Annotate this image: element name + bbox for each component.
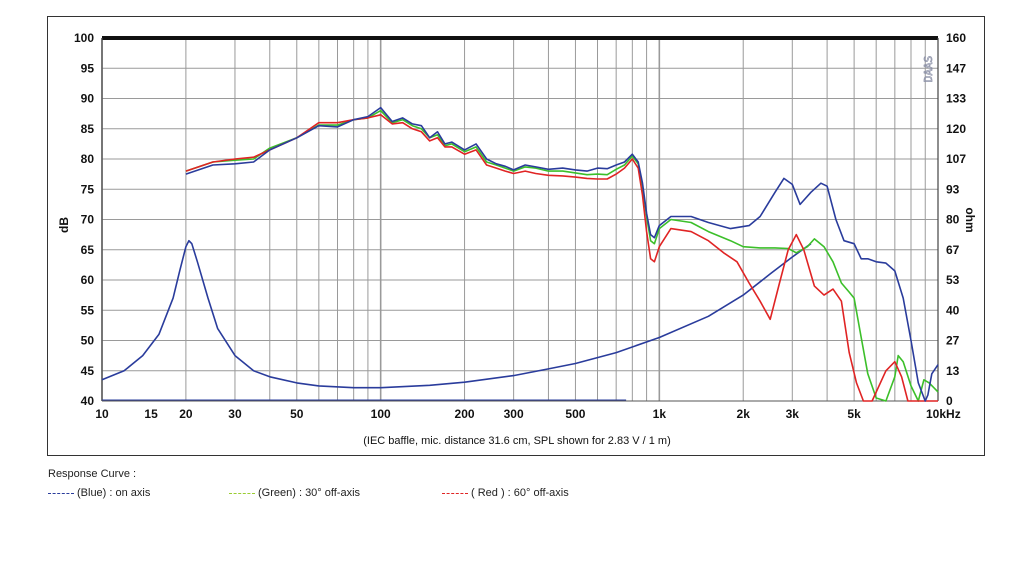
x-tick-label: 10 [95, 407, 109, 421]
y-tick-label: 50 [81, 334, 95, 348]
series-60-off-axis-line [185, 114, 938, 402]
y-tick-label: 55 [81, 303, 95, 317]
y-tick-label: 95 [81, 61, 95, 75]
series-on-axis-line [185, 106, 939, 402]
series-group [101, 106, 939, 402]
daas-logo: DAAS [922, 56, 935, 83]
y-tick-label: 100 [74, 31, 94, 45]
series-30-off-axis-line [185, 109, 939, 402]
x-tick-label: 15 [144, 407, 158, 421]
x-tick-label: 50 [290, 407, 304, 421]
y-tick-label: 75 [81, 182, 95, 196]
y2-axis-ticks: 160 147 133 120 107 93 80 67 53 40 27 13 0 [946, 31, 966, 408]
legend-label-blue: (Blue) : on axis [77, 487, 151, 499]
grid-horizontal [101, 36, 939, 402]
y-tick-label: 70 [81, 213, 95, 227]
y2-tick-label: 93 [946, 182, 960, 196]
legend-item-green: (Green) : 30° off-axis [229, 487, 360, 499]
x-tick-label: 1k [653, 407, 667, 421]
x-tick-label: 30 [228, 407, 242, 421]
measurement-note: (IEC baffle, mic. distance 31.6 cm, SPL … [363, 435, 671, 447]
x-tick-label: 500 [565, 407, 585, 421]
x-tick-label: 300 [504, 407, 524, 421]
legend-title: Response Curve : [48, 468, 137, 480]
y2-tick-label: 80 [946, 213, 960, 227]
y-tick-label: 80 [81, 152, 95, 166]
y-tick-label: 90 [81, 92, 95, 106]
x-tick-label: 10kHz [926, 407, 961, 421]
legend-item-blue: (Blue) : on axis [48, 487, 150, 499]
x-tick-label: 2k [737, 407, 751, 421]
legend-swatch-red [442, 492, 468, 494]
legend-item-red: ( Red ) : 60° off-axis [442, 487, 569, 499]
y-tick-label: 40 [81, 394, 95, 408]
y-axis-label: dB [57, 217, 71, 233]
legend-swatch-blue [48, 492, 74, 494]
x-axis-ticks: 10 15 20 30 50 100 200 300 500 1k 2k 3k 5k 10kHz [95, 407, 960, 421]
legend: Response Curve : (Blue) : on axis (Green… [48, 466, 988, 526]
legend-label-red: ( Red ) : 60° off-axis [471, 487, 569, 499]
legend-label-green: (Green) : 30° off-axis [258, 487, 361, 499]
y2-tick-label: 53 [946, 273, 960, 287]
y2-axis-label: ohm [963, 207, 977, 232]
legend-swatch-green [229, 492, 255, 494]
x-tick-label: 200 [455, 407, 475, 421]
y2-tick-label: 120 [946, 122, 966, 136]
y2-tick-label: 160 [946, 31, 966, 45]
x-tick-label: 20 [179, 407, 193, 421]
y-tick-label: 45 [81, 364, 95, 378]
y-tick-label: 85 [81, 122, 95, 136]
chart-frame: 100 95 90 85 80 75 70 65 60 55 50 45 40 160 147 133 120… [47, 16, 985, 456]
x-tick-label: 3k [786, 407, 800, 421]
y-axis-ticks: 100 95 90 85 80 75 70 65 60 55 50 45 40 [74, 31, 94, 408]
y2-tick-label: 147 [946, 61, 966, 75]
y2-tick-label: 133 [946, 92, 966, 106]
x-tick-label: 5k [847, 407, 861, 421]
y2-tick-label: 27 [946, 334, 960, 348]
y2-tick-label: 40 [946, 303, 960, 317]
y-tick-label: 65 [81, 243, 95, 257]
x-tick-label: 100 [371, 407, 391, 421]
series-impedance-line [101, 239, 812, 389]
y2-tick-label: 0 [946, 394, 953, 408]
y-tick-label: 60 [81, 273, 95, 287]
y2-tick-label: 107 [946, 152, 966, 166]
y2-tick-label: 13 [946, 364, 960, 378]
y2-tick-label: 67 [946, 243, 960, 257]
